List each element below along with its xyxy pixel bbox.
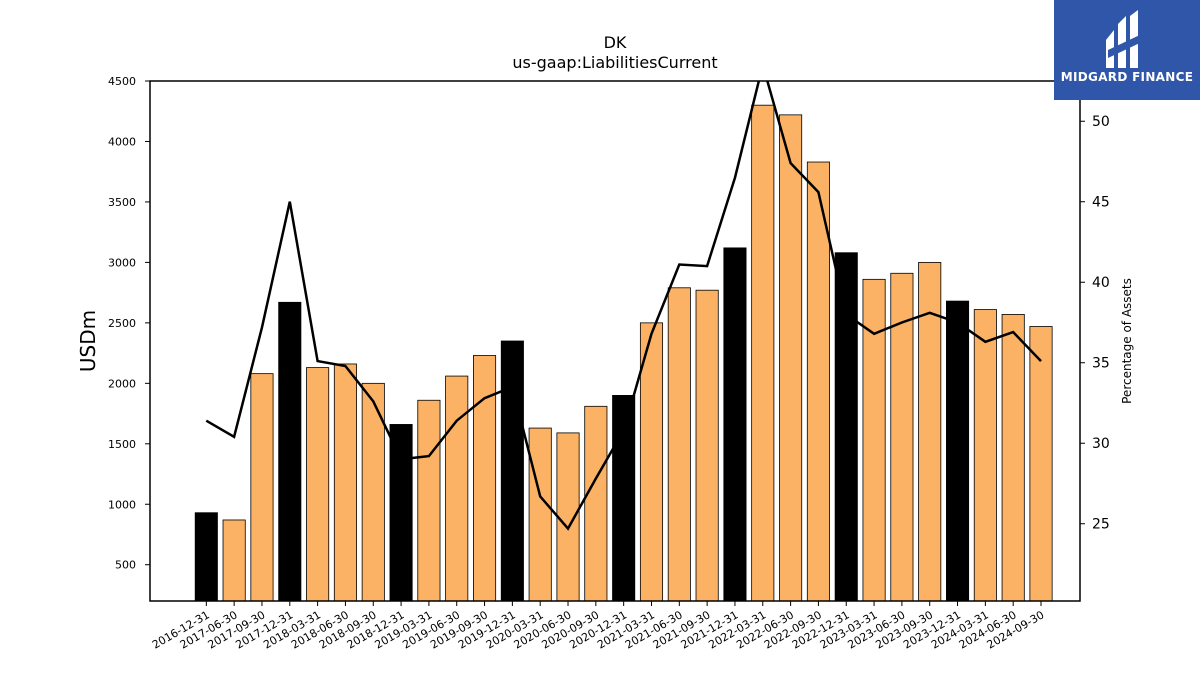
- y-tick-label: 500: [115, 559, 136, 572]
- y-axis-left: 500 1000 1500 2000 2500 3000 3500 4000 4500: [108, 75, 150, 572]
- plot-frame: [149, 80, 1081, 602]
- bar-2019-03-31: [417, 399, 441, 602]
- y-tick-label: 4000: [108, 135, 136, 148]
- y2-tick-label: 50: [1092, 114, 1110, 130]
- y-tick-label: 1500: [108, 438, 136, 451]
- bar-2017-12-31: [278, 301, 302, 602]
- bar-2021-06-30: [667, 287, 691, 602]
- bar-2020-03-31: [528, 427, 552, 602]
- y2-tick-label: 35: [1092, 356, 1110, 372]
- bar-2023-12-31: [946, 300, 970, 602]
- bar-2016-12-31: [194, 512, 218, 602]
- bar-2024-03-31: [973, 309, 997, 602]
- bar-2018-03-31: [306, 367, 330, 602]
- logo-icon: [1106, 10, 1146, 68]
- y2-tick-label: 30: [1092, 436, 1110, 452]
- bar-2022-03-31: [751, 104, 775, 602]
- bar-2024-06-30: [1001, 313, 1025, 602]
- y-tick-label: 1000: [108, 498, 136, 511]
- chart-subtitle: us-gaap:LiabilitiesCurrent: [512, 53, 717, 72]
- line-series: [205, 81, 1042, 531]
- x-axis: 2016-12-312017-06-302017-09-302017-12-31…: [150, 601, 1047, 652]
- bar-2019-09-30: [473, 355, 497, 602]
- bar-2022-06-30: [779, 114, 803, 602]
- bar-2017-09-30: [250, 373, 274, 602]
- bar-2020-09-30: [584, 405, 608, 602]
- y-tick-label: 2000: [108, 377, 136, 390]
- bar-2021-09-30: [695, 289, 719, 602]
- bar-2022-12-31: [834, 252, 858, 602]
- y-tick-label: 2500: [108, 317, 136, 330]
- bar-2021-12-31: [723, 247, 747, 602]
- bar-2024-09-30: [1029, 326, 1053, 602]
- midgard-finance-logo: MIDGARD FINANCE: [1054, 0, 1200, 100]
- y-axis-right: 25 30 35 40 45 50: [1080, 114, 1110, 533]
- bar-series: [194, 104, 1053, 602]
- y-axis-label: USDm: [76, 310, 100, 372]
- bar-2019-12-31: [500, 340, 524, 602]
- y-tick-label: 3500: [108, 196, 136, 209]
- bar-2018-12-31: [389, 424, 413, 602]
- logo-text: MIDGARD FINANCE: [1060, 70, 1194, 84]
- y2-axis-label: Percentage of Assets: [1120, 278, 1134, 404]
- y2-tick-label: 45: [1092, 195, 1110, 211]
- y-tick-label: 4500: [108, 75, 136, 88]
- bar-2017-06-30: [222, 519, 246, 602]
- y-tick-label: 3000: [108, 256, 136, 269]
- chart-title: DK: [604, 33, 627, 52]
- bar-2018-06-30: [333, 363, 357, 602]
- y2-tick-label: 40: [1092, 275, 1110, 291]
- percentage-line: [205, 81, 1042, 531]
- bar-2019-06-30: [445, 375, 469, 602]
- y2-tick-label: 25: [1092, 517, 1110, 533]
